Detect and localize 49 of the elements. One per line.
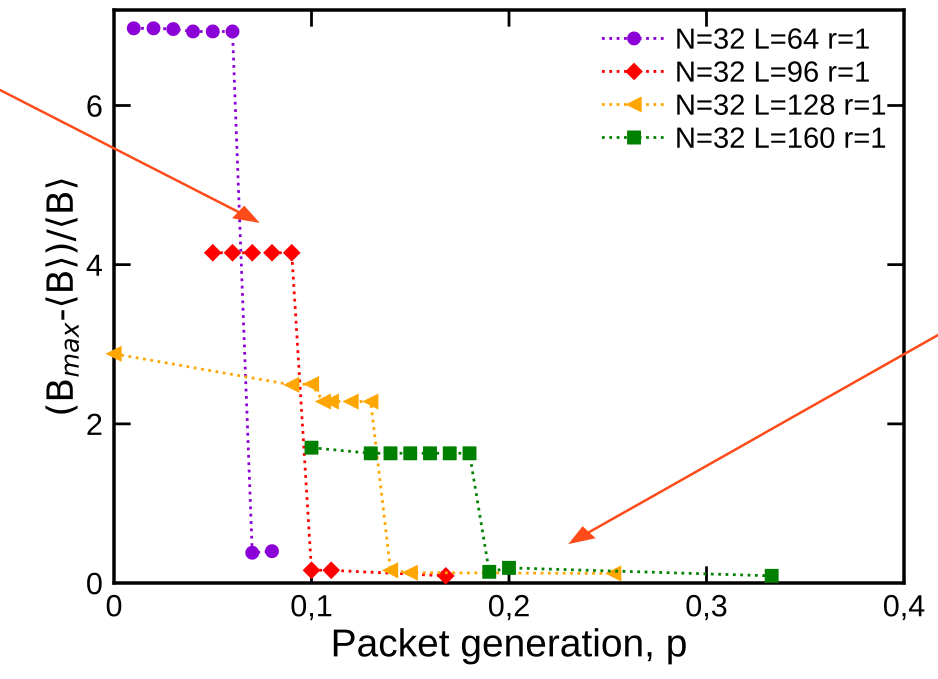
point (204, 244, 222, 262)
point (423, 446, 437, 460)
point (364, 446, 378, 460)
point (382, 562, 398, 578)
point (226, 24, 240, 38)
point (283, 244, 300, 262)
legend-label: N=32 L=160 r=1 (677, 127, 886, 148)
x-tick-label: 0,4 (884, 594, 924, 620)
y-axis-title: (B$_{max}$-⟨B⟩)/⟨B⟩ (45, 180, 80, 414)
y-tick-label: 2 (87, 414, 102, 435)
point (764, 568, 779, 583)
y-tick-label: 4 (86, 254, 102, 276)
legend-label: N=32 L=128 r=1 (677, 94, 886, 115)
point (126, 21, 141, 36)
point (263, 244, 281, 262)
point (245, 546, 260, 560)
point (482, 564, 496, 579)
point (244, 244, 261, 262)
point (606, 566, 622, 582)
point (403, 446, 418, 460)
point (322, 562, 340, 579)
point (442, 446, 457, 460)
point (502, 560, 516, 575)
point (284, 377, 300, 392)
point (343, 394, 359, 410)
point (106, 346, 122, 362)
point (265, 544, 279, 558)
x-tick-label: 0,1 (291, 594, 332, 620)
point (206, 24, 220, 38)
x-tick-label: 0,3 (686, 594, 726, 620)
legend-label: N=32 L=64 r=1 (677, 28, 869, 49)
point (146, 21, 160, 36)
point (186, 24, 200, 38)
x-tick-label: 0 (106, 594, 122, 617)
point (224, 244, 242, 262)
point (437, 567, 454, 584)
point (166, 22, 180, 36)
legend-label: N=32 L=96 r=1 (677, 61, 869, 82)
point (402, 565, 418, 580)
point (462, 446, 476, 460)
point (302, 562, 320, 579)
point (304, 440, 318, 455)
point (384, 446, 398, 460)
y-tick-label: 6 (87, 95, 102, 117)
x-axis-title: Packet generation, p (334, 628, 686, 664)
point (363, 394, 378, 410)
y-tick-label: 0 (87, 572, 102, 594)
x-tick-label: 0,2 (488, 594, 529, 620)
point (304, 376, 320, 392)
